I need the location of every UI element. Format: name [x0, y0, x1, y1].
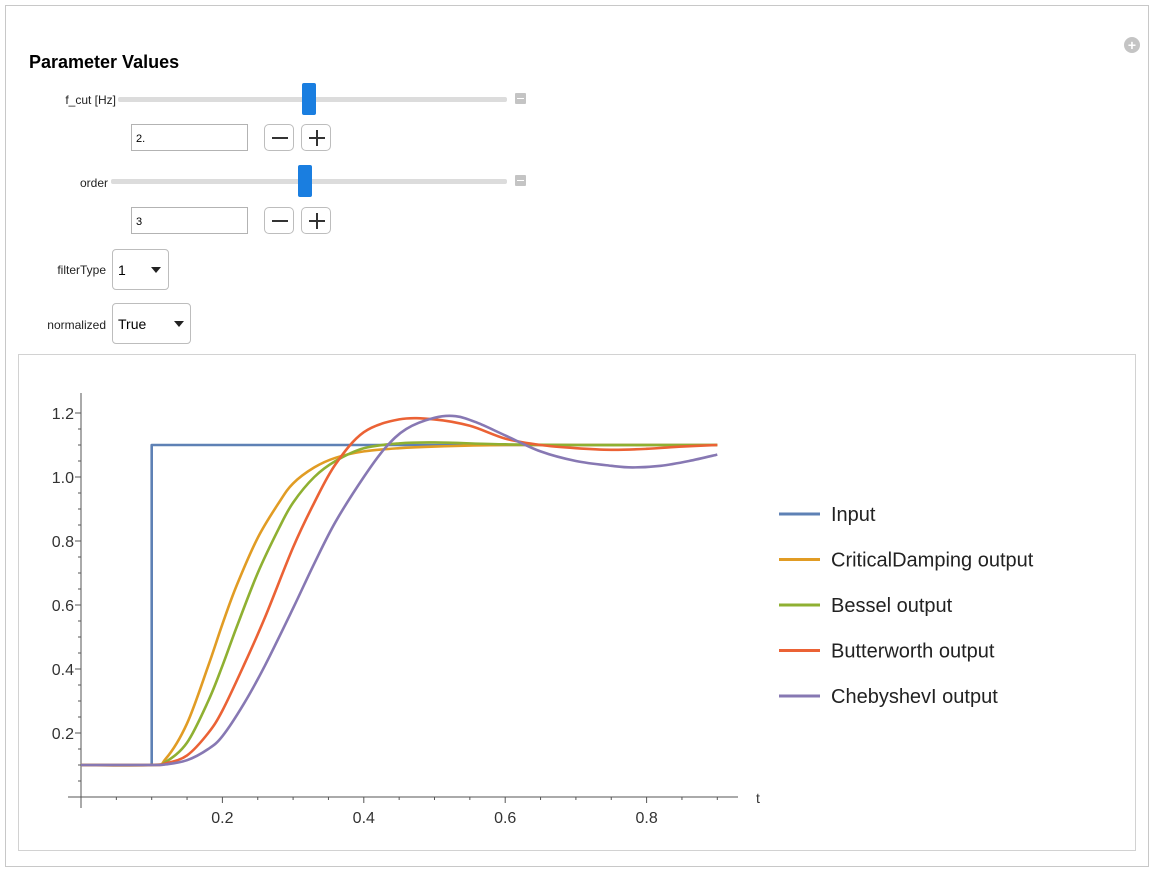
- parameter-values-heading: Parameter Values: [29, 52, 180, 72]
- fcut-collapse-icon[interactable]: [515, 93, 526, 104]
- fcut-decrement-button[interactable]: [264, 124, 294, 151]
- y-tick-label: 0.4: [52, 662, 74, 679]
- legend-label-bessel-output: Bessel output: [831, 595, 953, 617]
- minus-icon: [272, 220, 288, 222]
- fcut-slider-thumb[interactable]: [301, 83, 316, 115]
- order-decrement-button[interactable]: [264, 207, 294, 234]
- plus-icon-vertical: [316, 130, 318, 146]
- caret-down-icon: [174, 321, 184, 327]
- y-tick-label: 1.0: [52, 470, 74, 487]
- plot-frame: [18, 354, 1136, 851]
- series-line-criticaldamping-output: [80, 443, 718, 767]
- legend-label-criticaldamping-output: CriticalDamping output: [831, 550, 1034, 572]
- order-value-field[interactable]: 3: [131, 207, 248, 234]
- x-tick-label: 0.8: [635, 810, 657, 827]
- filtertype-value: 1: [118, 262, 126, 278]
- normalized-value: True: [118, 316, 147, 332]
- series-line-input: [81, 443, 718, 767]
- fcut-increment-button[interactable]: [301, 124, 331, 151]
- series-line-butterworth-output: [80, 416, 718, 767]
- y-tick-label: 0.2: [52, 726, 74, 743]
- legend-label-chebyshevi-output: ChebyshevI output: [831, 686, 998, 708]
- plus-icon-vertical: [316, 213, 318, 229]
- filtertype-label: filterType: [57, 263, 106, 277]
- caret-down-icon: [151, 267, 161, 273]
- x-tick-label: 0.6: [494, 810, 516, 827]
- x-tick-label: 0.2: [211, 810, 233, 827]
- normalized-label: normalized: [47, 318, 106, 332]
- x-axis-label: t: [756, 790, 760, 806]
- filtertype-dropdown[interactable]: 1: [112, 249, 169, 290]
- plus-circle-icon[interactable]: +: [1124, 37, 1140, 53]
- y-tick-label: 0.8: [52, 534, 74, 551]
- y-tick-label: 0.6: [52, 598, 74, 615]
- y-tick-label: 1.2: [52, 406, 74, 423]
- fcut-value-field[interactable]: 2.: [131, 124, 248, 151]
- legend-label-input: Input: [831, 504, 876, 526]
- fcut-label: f_cut [Hz]: [65, 93, 116, 107]
- series-line-chebyshevi-output: [80, 414, 718, 767]
- series-line-bessel-output: [80, 441, 718, 767]
- order-increment-button[interactable]: [301, 207, 331, 234]
- normalized-dropdown[interactable]: True: [112, 303, 191, 344]
- legend-label-butterworth-output: Butterworth output: [831, 641, 995, 663]
- order-label: order: [79, 176, 108, 190]
- order-collapse-icon[interactable]: [515, 175, 526, 186]
- x-tick-label: 0.4: [353, 810, 375, 827]
- order-slider-thumb[interactable]: [298, 165, 313, 197]
- minus-icon: [272, 137, 288, 139]
